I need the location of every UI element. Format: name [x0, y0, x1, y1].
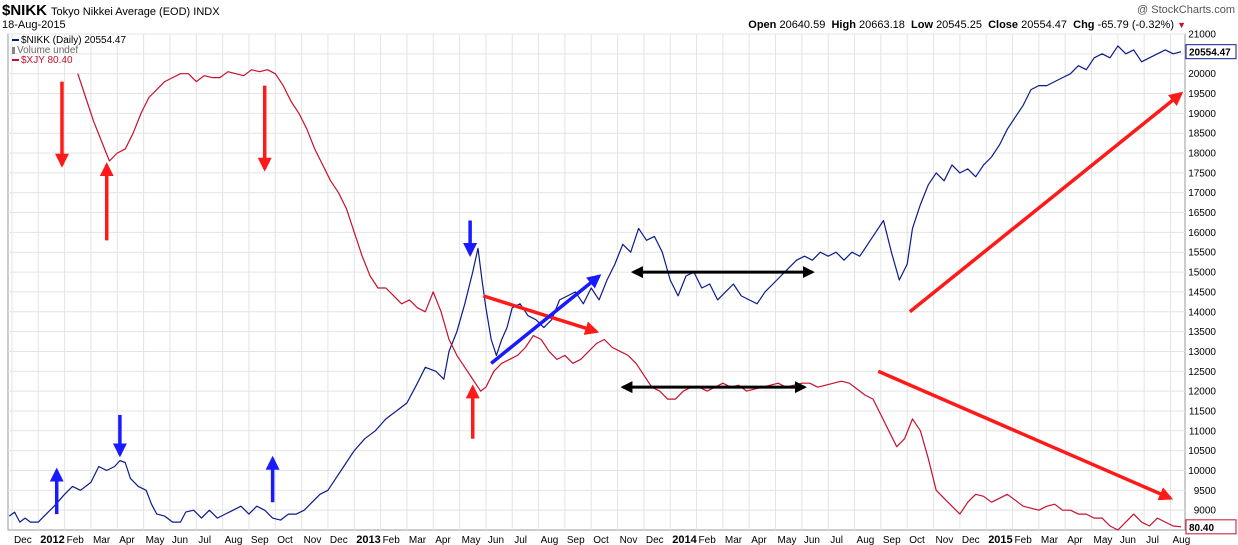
y-tick-label: 19500 — [1188, 89, 1216, 100]
y-tick-label: 18500 — [1188, 129, 1216, 140]
x-tick-label: Dec — [330, 535, 348, 545]
y-tick-label: 9000 — [1194, 506, 1217, 517]
series-line-nikk — [8, 45, 1182, 523]
y-tick-label: 11000 — [1189, 426, 1217, 437]
x-tick-label: Aug — [1173, 535, 1191, 545]
x-tick-label: Jun — [488, 535, 504, 545]
x-tick-label: Mar — [409, 535, 427, 545]
y-tick-label: 13000 — [1188, 347, 1216, 358]
chart-date: 18-Aug-2015 — [2, 19, 66, 31]
x-tick-label: Nov — [304, 535, 322, 545]
y-tick-label: 10000 — [1188, 466, 1216, 477]
chart-title: $NIKK Tokyo Nikkei Average (EOD) INDX — [2, 2, 220, 19]
volume-bars-icon — [12, 46, 15, 54]
arrow-red-up-long — [908, 91, 1184, 314]
legend-volume: Volume undef — [12, 46, 126, 56]
legend-xjy-swatch — [12, 59, 19, 62]
plot-area — [7, 33, 1186, 531]
x-tick-label: Mar — [1041, 535, 1059, 545]
x-tick-label: Nov — [620, 535, 638, 545]
y-tick-label: 14000 — [1188, 307, 1216, 318]
y-tick-label: 16000 — [1188, 228, 1216, 239]
y-tick-label: 12000 — [1188, 387, 1216, 398]
x-tick-label: Jul — [198, 535, 211, 545]
x-tick-label: Aug — [225, 535, 243, 545]
arrow-blue-diagonal — [490, 274, 602, 365]
y-tick-label: 12500 — [1188, 367, 1216, 378]
last-value-label-nikk: 20554.47 — [1189, 48, 1231, 59]
x-tick-label: Mar — [93, 535, 111, 545]
x-tick-label: Jun — [1120, 535, 1136, 545]
legend-nikk: $NIKK (Daily) 20554.47 — [12, 36, 126, 46]
x-tick-label: Feb — [1015, 535, 1033, 545]
x-tick-label: May — [462, 535, 481, 545]
x-tick-label: Jun — [804, 535, 820, 545]
x-tick-label: 2012 — [40, 534, 64, 545]
x-tick-label: Jul — [1146, 535, 1159, 545]
y-tick-label: 16500 — [1188, 208, 1216, 219]
y-tick-label: 19000 — [1188, 109, 1216, 120]
watermark: @ StockCharts.com — [1137, 4, 1235, 16]
last-value-label-xjy: 80.40 — [1189, 523, 1214, 534]
x-tick-label: Sep — [251, 535, 269, 545]
x-tick-label: Jun — [172, 535, 188, 545]
x-tick-label: Oct — [909, 535, 925, 545]
series-line-xjy — [77, 69, 1182, 531]
y-tick-label: 10500 — [1188, 446, 1216, 457]
symbol-description: Tokyo Nikkei Average (EOD) INDX — [51, 6, 220, 18]
x-tick-label: Dec — [646, 535, 664, 545]
arrow-red-diagonal-1 — [482, 294, 600, 335]
legend-xjy: $XJY 80.40 — [12, 56, 126, 66]
x-tick-label: 2013 — [356, 534, 380, 545]
x-tick-label: Feb — [67, 535, 85, 545]
y-tick-label: 14500 — [1188, 287, 1216, 298]
x-tick-label: May — [778, 535, 797, 545]
x-tick-label: Jul — [830, 535, 843, 545]
x-tick-label: May — [1094, 535, 1113, 545]
y-tick-label: 15000 — [1188, 268, 1216, 279]
x-tick-label: Nov — [936, 535, 954, 545]
x-tick-label: Feb — [699, 535, 717, 545]
chart-header: $NIKK Tokyo Nikkei Average (EOD) INDX 18-… — [0, 0, 1238, 34]
x-tick-label: Aug — [857, 535, 875, 545]
last-value-box-xjy — [1185, 519, 1237, 535]
last-value-box-nikk — [1185, 44, 1237, 60]
x-tick-label: Apr — [1067, 535, 1083, 545]
x-tick-label: Sep — [883, 535, 901, 545]
y-tick-label: 20000 — [1188, 69, 1216, 80]
chg-down-icon: ▼ — [1177, 20, 1186, 30]
x-tick-label: Dec — [962, 535, 980, 545]
x-tick-label: Sep — [567, 535, 585, 545]
x-tick-label: Feb — [383, 535, 401, 545]
y-tick-label: 17500 — [1188, 168, 1216, 179]
x-tick-label: 2015 — [988, 534, 1012, 545]
chart-legend: $NIKK (Daily) 20554.47 Volume undef $XJY… — [12, 36, 126, 66]
y-tick-label: 21000 — [1188, 30, 1216, 41]
x-tick-label: Apr — [435, 535, 451, 545]
x-tick-label: May — [146, 535, 165, 545]
y-tick-label: 9500 — [1194, 486, 1217, 497]
x-tick-label: Mar — [725, 535, 743, 545]
y-tick-label: 15500 — [1188, 248, 1216, 259]
x-tick-label: Aug — [541, 535, 559, 545]
x-tick-label: Oct — [593, 535, 609, 545]
x-tick-label: Jul — [514, 535, 527, 545]
legend-nikk-swatch — [12, 39, 19, 42]
ohlc-readout: Open 20640.59 High 20663.18 Low 20545.25… — [748, 19, 1186, 31]
arrow-red-down-long — [877, 369, 1174, 501]
y-tick-label: 17000 — [1188, 188, 1216, 199]
y-tick-label: 18000 — [1188, 149, 1216, 160]
x-tick-label: Apr — [751, 535, 767, 545]
symbol: $NIKK — [2, 2, 48, 19]
y-tick-label: 11500 — [1189, 406, 1217, 417]
x-tick-label: Oct — [277, 535, 293, 545]
x-tick-label: 2014 — [672, 534, 697, 545]
y-tick-label: 13500 — [1188, 327, 1216, 338]
x-tick-label: Apr — [119, 535, 135, 545]
x-tick-label: Dec — [14, 535, 32, 545]
